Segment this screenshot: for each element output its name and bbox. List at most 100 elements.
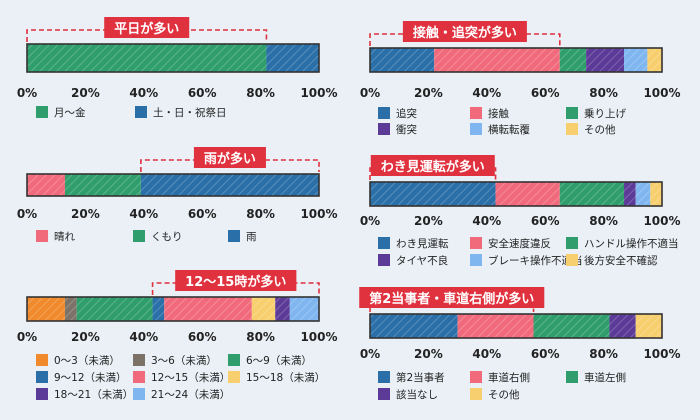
- bar-frame: [26, 296, 320, 322]
- bar-segment-hatch-1: [370, 48, 435, 72]
- callout-bracket: [151, 282, 320, 295]
- bar-segment-hatch-2: [64, 174, 141, 196]
- tick-label: 0%: [17, 207, 37, 221]
- bar-segment-hatch-1: [27, 174, 65, 196]
- tick-label: 20%: [414, 86, 443, 100]
- tick-label: 0%: [360, 214, 380, 228]
- legend-swatch-5: [470, 123, 482, 135]
- tick-label: 40%: [129, 207, 158, 221]
- bar-frame: [26, 43, 320, 73]
- legend-swatch-4: [378, 123, 390, 135]
- legend-swatch-2: [133, 230, 145, 242]
- chart-title-box: [175, 270, 297, 291]
- bar-segment-hatch-4: [609, 314, 636, 338]
- bar-segment-hatch-7: [275, 297, 290, 321]
- tick-label: 100%: [643, 86, 680, 100]
- legend-label-2: 車道右側: [488, 371, 530, 384]
- tick-label: 40%: [129, 330, 158, 344]
- legend-swatch-1: [378, 237, 390, 249]
- chart-title-box: [370, 155, 495, 176]
- bar-segment-hatch-4: [624, 182, 636, 206]
- bar-segment-hatch-5: [164, 297, 252, 321]
- legend-label-1: 第2当事者: [396, 371, 445, 384]
- tick-label: 20%: [71, 330, 100, 344]
- legend-swatch-2: [470, 371, 482, 383]
- tick-label: 100%: [643, 214, 680, 228]
- legend-swatch-2: [135, 106, 147, 118]
- legend-label-5: 12〜15（未満）: [151, 372, 230, 384]
- tick-label: 20%: [414, 347, 443, 361]
- bar-frame: [369, 181, 663, 207]
- legend-swatch-4: [378, 388, 390, 400]
- chart-title: 接触・追突が多い: [413, 25, 517, 41]
- tick-label: 0%: [17, 330, 37, 344]
- tick-label: 20%: [414, 214, 443, 228]
- tick-label: 80%: [589, 347, 618, 361]
- tick-label: 60%: [531, 86, 560, 100]
- bar-segment-hatch-3: [533, 314, 610, 338]
- tick-label: 100%: [643, 347, 680, 361]
- bar-segment-hatch-2: [64, 297, 77, 321]
- legend-swatch-1: [36, 106, 48, 118]
- tick-label: 0%: [360, 347, 380, 361]
- chart-title: 第2当事者・車道右側が多い: [369, 291, 534, 307]
- legend-swatch-3: [228, 230, 240, 242]
- legend-label-3: ハンドル操作不適当: [584, 237, 679, 250]
- tick-label: 0%: [17, 86, 37, 100]
- legend-swatch-2: [470, 107, 482, 119]
- legend-swatch-4: [36, 371, 48, 383]
- bar-segment-hatch-1: [370, 314, 458, 338]
- chart-panel-3: 12〜15時が多い 0% 20% 40% 60% 80% 100% 0〜3（未満） 3〜6（未満…: [17, 270, 338, 401]
- tick-label: 100%: [300, 330, 337, 344]
- legend-swatch-3: [566, 107, 578, 119]
- chart-title-box: [193, 147, 266, 168]
- legend-swatch-6: [566, 254, 578, 266]
- legend-swatch-3: [566, 371, 578, 383]
- chart-title-box: [359, 287, 545, 308]
- legend-label-2: 3〜6（未満）: [151, 355, 217, 367]
- legend-swatch-5: [470, 388, 482, 400]
- legend-label-3: 乗り上げ: [584, 108, 626, 120]
- legend-label-3: 雨: [246, 231, 257, 243]
- legend-label-2: 安全速度違反: [488, 237, 551, 250]
- legend-label-7: 18〜21（未満）: [54, 389, 133, 401]
- legend-label-1: わき見運転: [396, 238, 449, 250]
- legend-swatch-3: [566, 237, 578, 249]
- legend-label-6: その他: [584, 123, 616, 136]
- legend-label-2: 接触: [488, 107, 509, 120]
- bar-segment-hatch-2: [434, 48, 560, 72]
- chart-title: 12〜15時が多い: [185, 274, 286, 290]
- bar-segment-hatch-8: [289, 297, 319, 321]
- tick-label: 80%: [589, 86, 618, 100]
- tick-label: 80%: [246, 86, 275, 100]
- bar-frame: [26, 173, 320, 197]
- bar-segment-hatch-3: [76, 297, 153, 321]
- legend-label-8: 21〜24（未満）: [151, 389, 230, 401]
- tick-label: 40%: [472, 86, 501, 100]
- legend-label-4: 9〜12（未満）: [54, 372, 127, 384]
- legend-label-1: 月〜金: [54, 106, 86, 119]
- legend-swatch-2: [133, 354, 145, 366]
- tick-label: 20%: [71, 86, 100, 100]
- chart-title-box: [104, 17, 190, 38]
- chart-title: 雨が多い: [204, 151, 256, 167]
- legend-label-3: 車道左側: [584, 371, 626, 384]
- bar-segment-hatch-3: [140, 174, 319, 196]
- legend-label-6: 後方安全不確認: [584, 254, 658, 267]
- bar-segment-hatch-3: [559, 48, 587, 72]
- legend-label-2: 土・日・祝祭日: [153, 106, 227, 119]
- bar-segment-hatch-1: [370, 182, 496, 206]
- legend-label-4: タイヤ不良: [396, 254, 448, 267]
- legend-label-5: 横転転覆: [488, 123, 530, 136]
- legend-swatch-6: [228, 371, 240, 383]
- legend-label-3: 6〜9（未満）: [246, 355, 312, 367]
- tick-label: 60%: [188, 330, 217, 344]
- bar-segment-hatch-1: [27, 44, 267, 72]
- legend-label-2: くもり: [151, 231, 183, 243]
- legend-swatch-3: [228, 354, 240, 366]
- legend-swatch-4: [378, 254, 390, 266]
- bar-segment-hatch-6: [647, 48, 662, 72]
- tick-label: 60%: [188, 207, 217, 221]
- chart-panel-6: 第2当事者・車道右側が多い 0% 20% 40% 60% 80% 100% 第2当事者 車道右側…: [359, 287, 681, 401]
